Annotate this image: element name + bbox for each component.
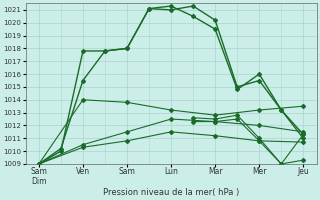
X-axis label: Pression niveau de la mer( hPa ): Pression niveau de la mer( hPa ) bbox=[103, 188, 239, 197]
